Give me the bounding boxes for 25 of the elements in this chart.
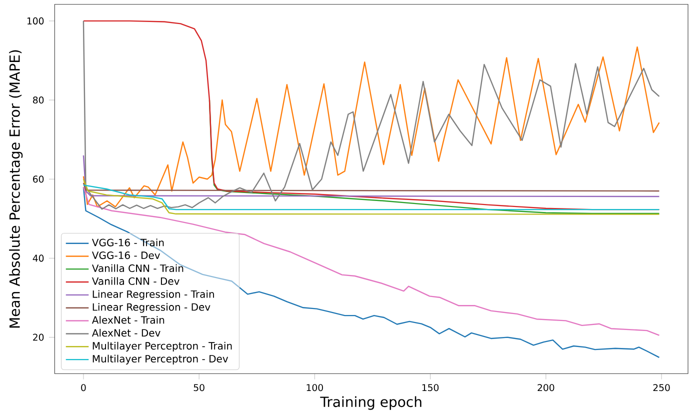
legend-label: AlexNet - Dev [92, 328, 160, 337]
x-tick-label: 250 [653, 384, 670, 392]
line-series [82, 184, 660, 210]
line-series [82, 154, 660, 198]
x-tick-label: 150 [422, 384, 439, 392]
legend-label: AlexNet - Train [92, 316, 164, 324]
x-axis-title: Training epoch [320, 396, 422, 410]
y-tick-label: 60 [33, 176, 44, 183]
legend-label: Multilayer Perceptron - Train [92, 342, 232, 352]
y-tick-label: 40 [32, 254, 44, 262]
x-tick-label: 50 [194, 384, 204, 392]
legend-label: VGG-16 - Dev [92, 252, 160, 260]
x-tick-label: 100 [306, 384, 323, 392]
legend-label: Vanilla CNN - Train [92, 264, 184, 272]
y-tick-label: 100 [27, 17, 44, 24]
y-axis-title: Mean Absolute Percentage Error (MAPE) [9, 50, 23, 328]
legend-label: Vanilla CNN - Dev [92, 277, 180, 285]
x-tick-label: 0 [81, 384, 86, 392]
x-tick-label: 200 [538, 384, 554, 392]
legend-label: Linear Regression - Dev [92, 303, 210, 313]
legend-label: VGG-16 - Train [92, 238, 164, 246]
y-tick-label: 80 [33, 96, 44, 104]
y-tick-label: 20 [33, 334, 44, 341]
legend-label: Linear Regression - Train [92, 290, 214, 300]
legend-label: Multilayer Perceptron - Dev [92, 354, 228, 364]
